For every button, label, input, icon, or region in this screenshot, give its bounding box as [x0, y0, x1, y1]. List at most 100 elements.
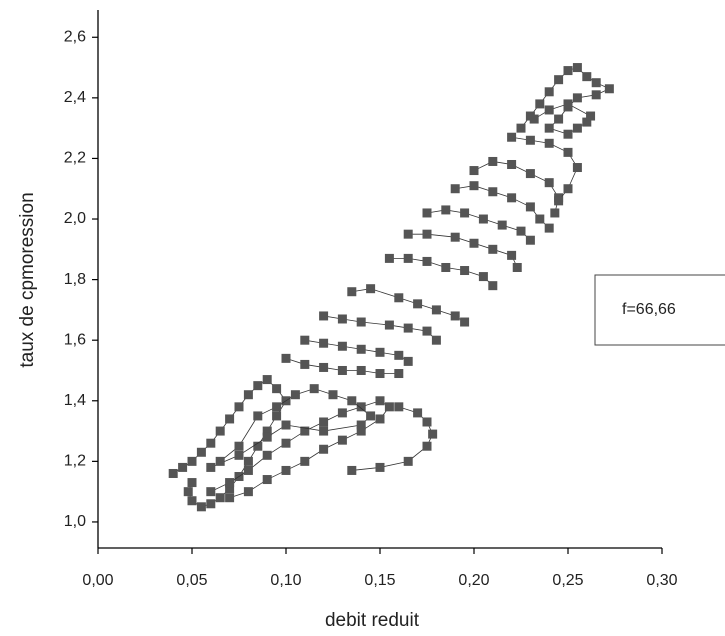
x-tick-label: 0,15	[364, 572, 395, 589]
point	[225, 484, 235, 494]
point	[550, 208, 560, 218]
point	[460, 317, 470, 327]
point	[300, 456, 310, 466]
point	[572, 93, 582, 103]
point	[356, 317, 366, 327]
point	[441, 205, 451, 215]
point	[234, 450, 244, 460]
point	[544, 223, 554, 233]
point	[488, 281, 498, 291]
y-tick-label: 1,6	[64, 331, 86, 348]
point	[319, 426, 329, 436]
point	[469, 238, 479, 248]
point	[422, 208, 432, 218]
point	[460, 208, 470, 218]
point	[413, 299, 423, 309]
point	[356, 426, 366, 436]
y-tick-label: 2,0	[64, 210, 86, 227]
point	[422, 417, 432, 427]
point	[516, 226, 526, 236]
x-tick-label: 0,30	[646, 572, 677, 589]
point	[206, 487, 216, 497]
point	[488, 244, 498, 254]
point	[497, 220, 507, 230]
point	[535, 214, 545, 224]
point	[272, 384, 282, 394]
y-tick-label: 2,4	[64, 89, 86, 106]
point	[544, 178, 554, 188]
point	[591, 78, 601, 88]
point	[535, 99, 545, 109]
point	[262, 475, 272, 485]
point	[512, 262, 522, 272]
point	[328, 390, 338, 400]
x-tick-label: 0,00	[82, 572, 113, 589]
point	[422, 441, 432, 451]
point	[591, 90, 601, 100]
point	[563, 147, 573, 157]
x-tick-label: 0,05	[176, 572, 207, 589]
point	[281, 465, 291, 475]
point	[300, 426, 310, 436]
point	[206, 462, 216, 472]
point	[544, 123, 554, 133]
point	[529, 114, 539, 124]
point	[262, 450, 272, 460]
point	[243, 456, 253, 466]
point	[582, 72, 592, 82]
point	[168, 468, 178, 478]
y-tick-label: 2,6	[64, 28, 86, 45]
x-axis-label: debit reduit	[325, 610, 420, 631]
x-tick-label: 0,10	[270, 572, 301, 589]
annotation-box	[594, 274, 725, 346]
point	[450, 311, 460, 321]
point	[225, 478, 235, 488]
point	[375, 414, 385, 424]
point	[403, 356, 413, 366]
point	[516, 123, 526, 133]
point	[403, 229, 413, 239]
point	[582, 117, 592, 127]
point	[572, 63, 582, 73]
point	[206, 499, 216, 509]
point	[525, 169, 535, 179]
y-axis-label: taux de cpmoression	[17, 192, 38, 367]
point	[337, 365, 347, 375]
point	[347, 396, 357, 406]
series-line	[351, 288, 465, 323]
point	[384, 402, 394, 412]
point	[413, 408, 423, 418]
point	[422, 229, 432, 239]
point	[507, 159, 517, 169]
point	[281, 353, 291, 363]
point	[478, 214, 488, 224]
point	[563, 99, 573, 109]
point	[441, 262, 451, 272]
y-tick-label: 1,4	[64, 392, 86, 409]
point	[572, 123, 582, 133]
point	[272, 411, 282, 421]
point	[572, 163, 582, 173]
point	[243, 465, 253, 475]
point	[507, 193, 517, 203]
point	[375, 369, 385, 379]
point	[525, 135, 535, 145]
point	[356, 402, 366, 412]
point	[375, 347, 385, 357]
point	[253, 441, 263, 451]
point	[431, 335, 441, 345]
point	[460, 266, 470, 276]
point	[196, 502, 206, 512]
point	[206, 438, 216, 448]
point	[225, 493, 235, 503]
point	[563, 66, 573, 76]
point	[356, 344, 366, 354]
point	[384, 253, 394, 263]
point	[309, 384, 319, 394]
point	[366, 284, 376, 294]
point	[319, 338, 329, 348]
point	[262, 426, 272, 436]
point	[488, 156, 498, 166]
point	[290, 390, 300, 400]
